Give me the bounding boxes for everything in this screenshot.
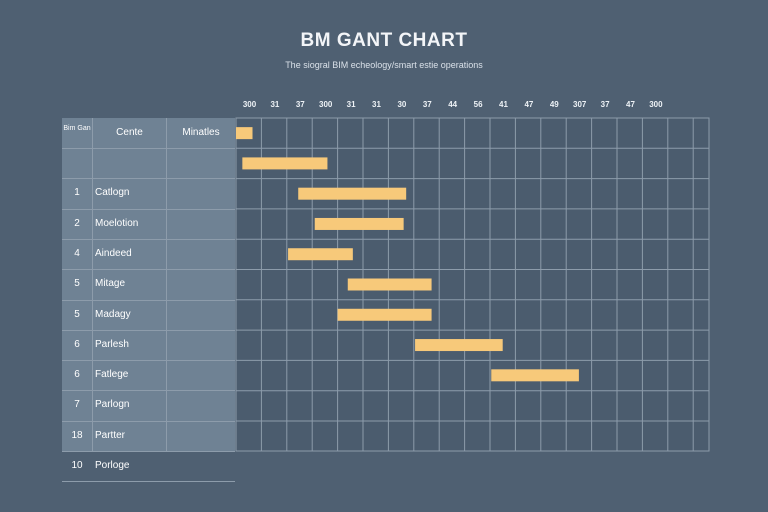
task-number: 5 bbox=[74, 278, 80, 290]
column-divider bbox=[166, 118, 167, 451]
timeline-header: 300 31 37 300 31 31 30 37 44 56 41 47 49 307 37 47 300 bbox=[236, 100, 709, 114]
task-name: Madagy bbox=[95, 308, 131, 320]
name-column-header: Cente bbox=[116, 127, 143, 138]
row-divider bbox=[62, 208, 235, 210]
task-row[interactable]: 5 Madagy bbox=[62, 300, 235, 330]
timeline-tick-label: 30 bbox=[397, 100, 407, 109]
gantt-bar bbox=[236, 127, 253, 140]
chart-title: BM GANT CHART bbox=[300, 30, 468, 51]
task-row[interactable]: 6 Parlesh bbox=[62, 330, 235, 360]
timeline-tick-label: 307 bbox=[573, 100, 587, 109]
timeline-tick-label: 49 bbox=[549, 100, 559, 109]
task-number: 2 bbox=[74, 217, 80, 229]
row-divider bbox=[62, 420, 235, 422]
task-number: 6 bbox=[74, 369, 80, 381]
task-number: 10 bbox=[71, 460, 83, 471]
task-name: Catlogn bbox=[95, 187, 130, 199]
task-name: Fatlege bbox=[95, 369, 129, 381]
row-divider bbox=[62, 329, 235, 331]
row-divider bbox=[62, 299, 235, 301]
row-divider bbox=[62, 178, 235, 180]
gantt-bar bbox=[314, 217, 404, 230]
row-divider bbox=[62, 481, 235, 483]
gantt-bar bbox=[347, 278, 432, 291]
task-row[interactable]: 1 Catlogn bbox=[62, 178, 235, 208]
gantt-bar bbox=[337, 308, 432, 321]
gantt-bar bbox=[288, 248, 353, 261]
timeline-tick-label: 37 bbox=[295, 100, 305, 109]
task-number: 1 bbox=[74, 187, 80, 199]
task-row[interactable]: 2 Moelotion bbox=[62, 209, 235, 239]
timeline-tick-label: 31 bbox=[346, 100, 356, 109]
timeline-tick-label: 300 bbox=[649, 100, 663, 109]
task-number: 5 bbox=[74, 308, 80, 320]
timeline-tick-label: 300 bbox=[242, 100, 257, 109]
timeline-tick-label: 41 bbox=[499, 100, 508, 109]
task-name: Partter bbox=[95, 429, 126, 441]
task-number: 6 bbox=[74, 338, 80, 350]
task-row[interactable]: 5 Mitage bbox=[62, 269, 235, 299]
timeline-tick-label: 300 bbox=[319, 100, 333, 109]
gantt-bar bbox=[242, 157, 328, 170]
task-row[interactable]: 18 Partter bbox=[62, 421, 235, 451]
timeline-tick-label: 47 bbox=[626, 100, 635, 109]
chart-subtitle: The siogral BIM echeology/smart estie op… bbox=[285, 60, 483, 70]
index-column-header: Bim Gan bbox=[63, 125, 91, 132]
task-name: Aindeed bbox=[95, 247, 132, 259]
timeline-tick-label: 31 bbox=[270, 100, 280, 109]
timeline-tick-label: 44 bbox=[448, 100, 458, 109]
task-name: Porloge bbox=[95, 460, 130, 471]
timeline-tick-label: 56 bbox=[473, 100, 483, 109]
task-name: Parlogn bbox=[95, 399, 130, 411]
task-table: Bim Gan Cente Minatles 1 Catlogn 2 Moelotio… bbox=[62, 118, 235, 483]
row-divider bbox=[62, 451, 235, 452]
task-name: Moelotion bbox=[95, 217, 139, 229]
row-divider bbox=[62, 269, 235, 271]
task-row[interactable]: 10 Porloge bbox=[62, 451, 235, 481]
task-number: 7 bbox=[74, 399, 80, 411]
task-number: 4 bbox=[74, 247, 80, 259]
row-divider bbox=[62, 360, 235, 362]
gantt-bar bbox=[298, 187, 407, 200]
row-divider bbox=[62, 390, 235, 392]
timeline-tick-label: 47 bbox=[524, 100, 534, 109]
task-name: Parlesh bbox=[95, 338, 129, 350]
gantt-bar bbox=[491, 369, 579, 382]
task-row[interactable]: 4 Aindeed bbox=[62, 239, 235, 269]
task-row[interactable]: 6 Fatlege bbox=[62, 360, 235, 390]
timeline-tick-label: 31 bbox=[372, 100, 381, 109]
row-divider bbox=[62, 148, 235, 149]
timeline-tick-label: 37 bbox=[422, 100, 432, 109]
minutes-column-header: Minatles bbox=[182, 127, 220, 138]
row-divider bbox=[62, 238, 235, 240]
task-name: Mitage bbox=[95, 278, 126, 290]
column-divider bbox=[92, 118, 93, 451]
task-number: 18 bbox=[71, 429, 83, 441]
gantt-bar bbox=[415, 339, 503, 352]
task-row[interactable]: 7 Parlogn bbox=[62, 390, 235, 420]
grid-area bbox=[235, 117, 710, 452]
timeline-tick-label: 37 bbox=[600, 100, 610, 109]
